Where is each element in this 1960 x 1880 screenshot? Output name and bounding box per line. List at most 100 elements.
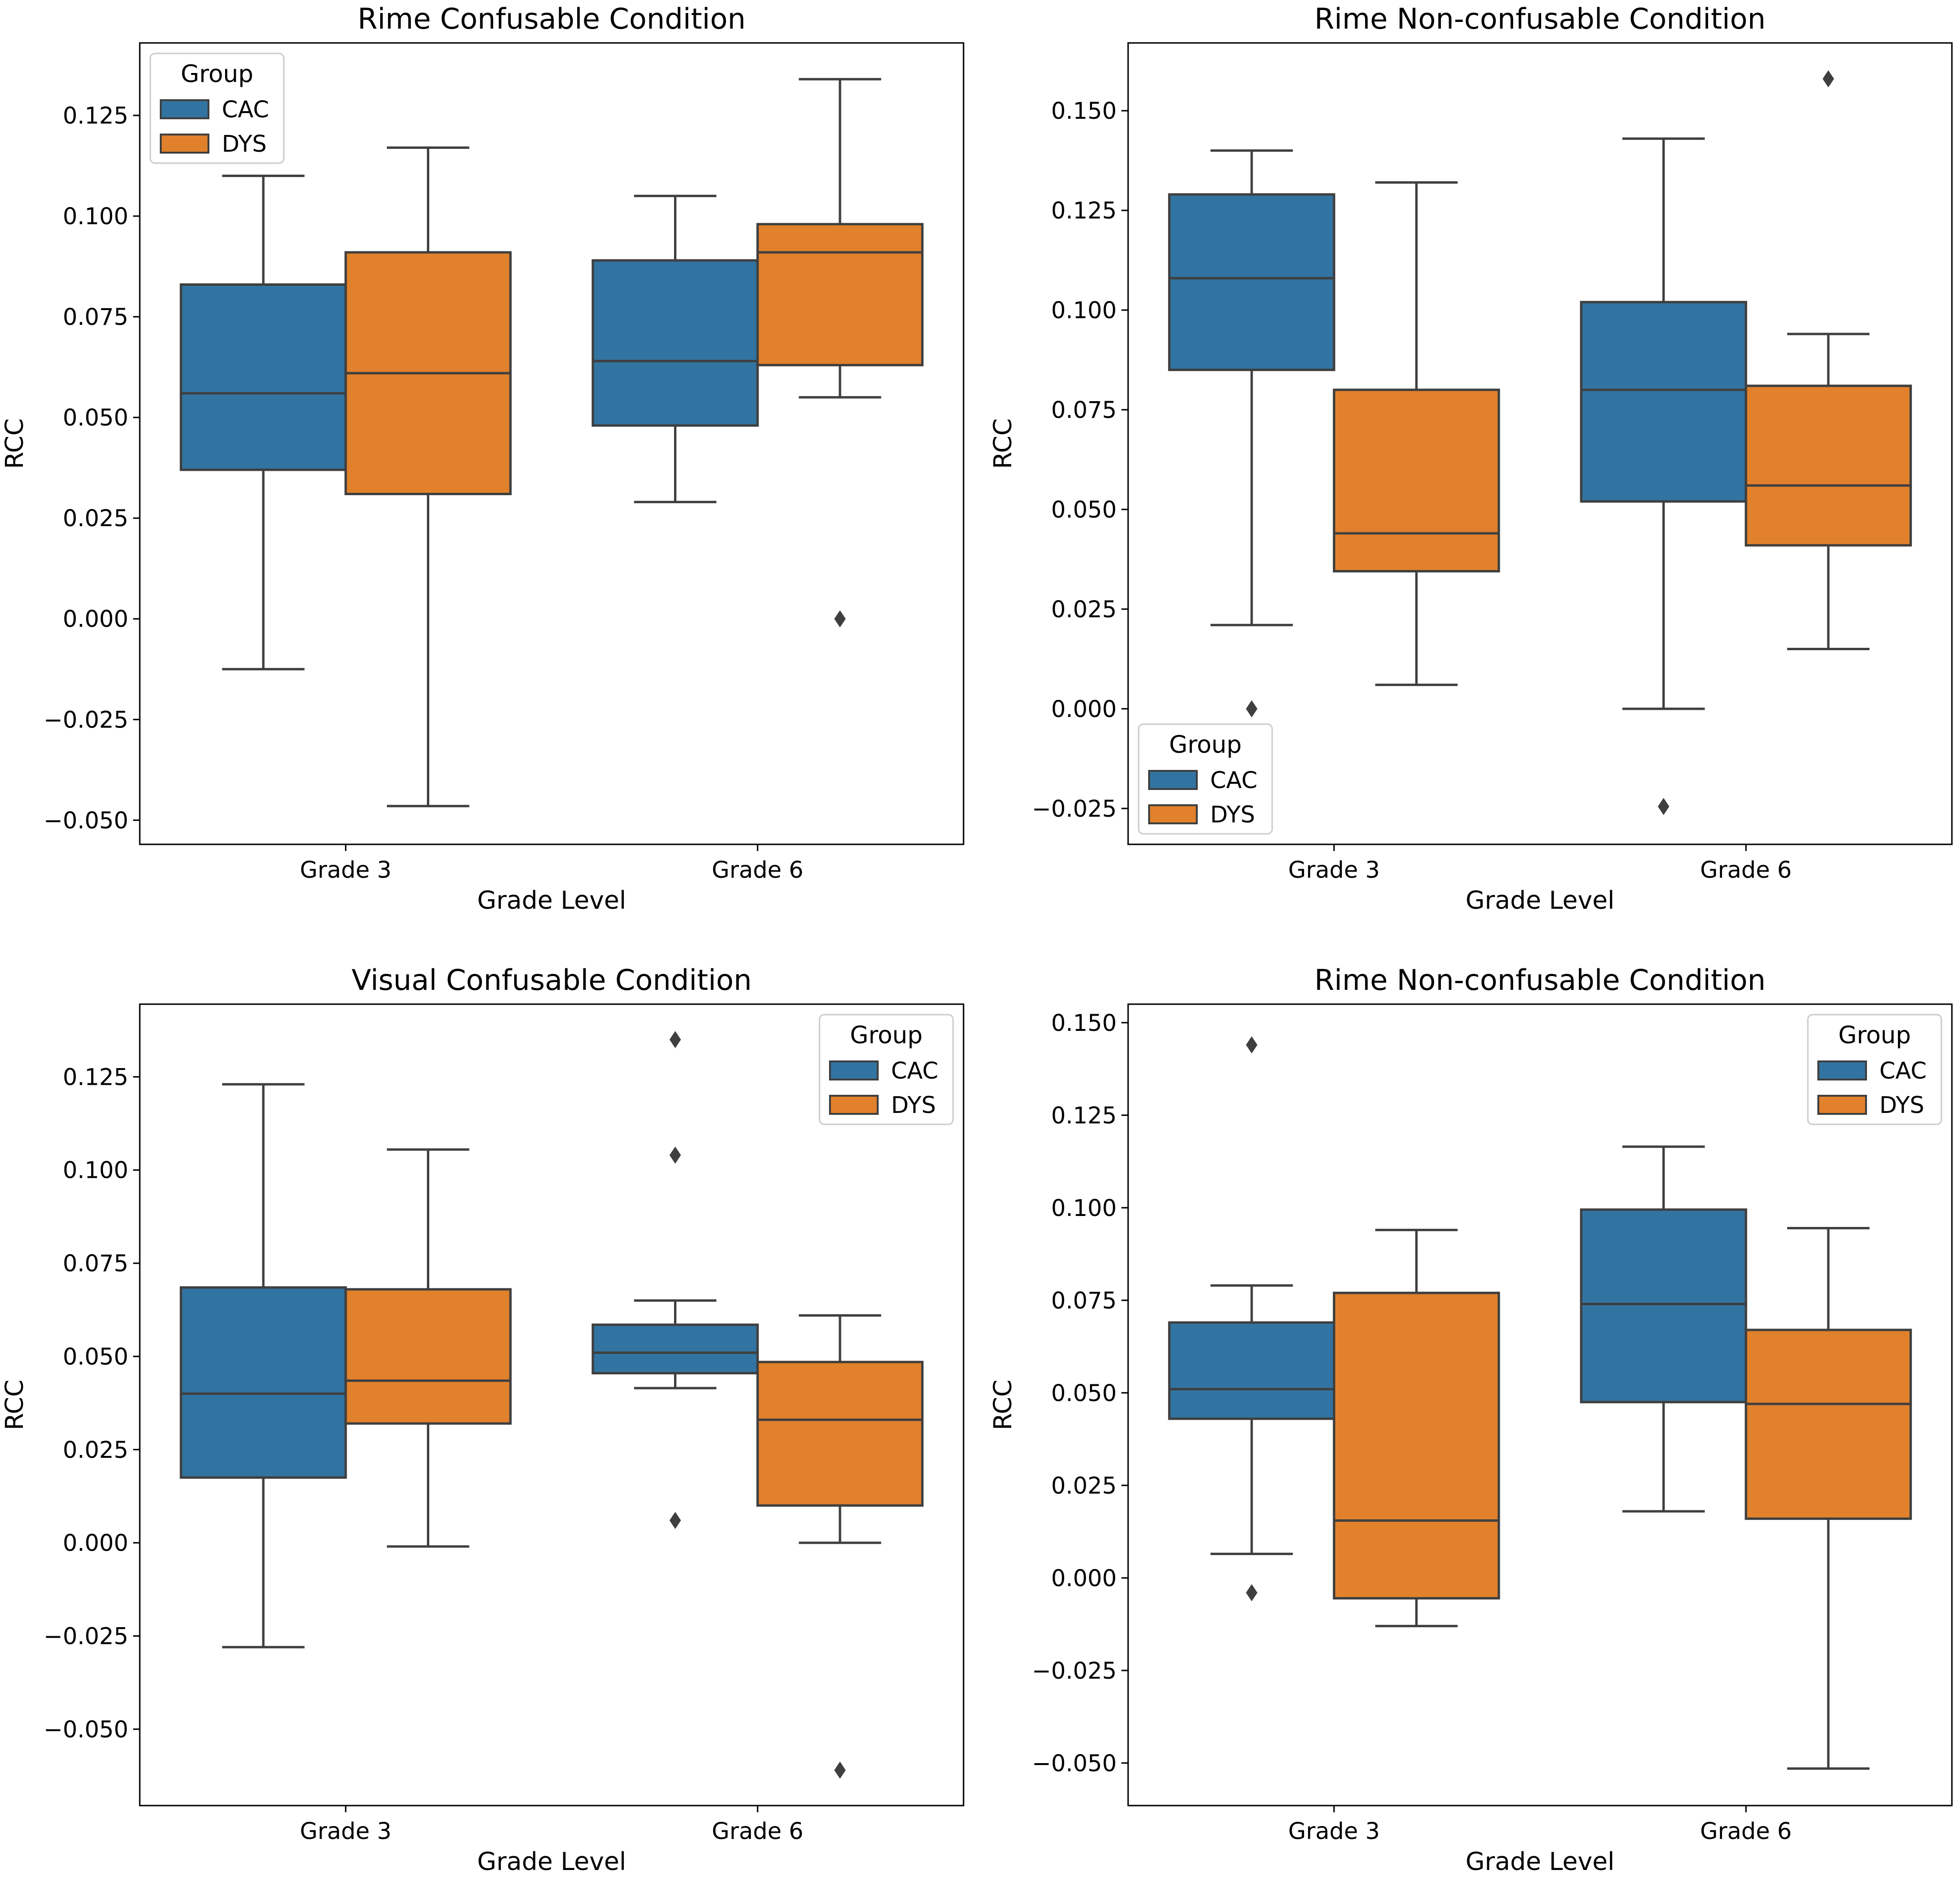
outlier-marker [834, 610, 846, 628]
y-axis-label: RCC [989, 418, 1017, 469]
y-axis-label: RCC [0, 418, 29, 469]
iqr-box [344, 1288, 512, 1425]
legend-label-cac: CAC [891, 1058, 938, 1084]
legend-label-cac: CAC [222, 96, 269, 123]
x-axis-label: Grade Level [477, 1848, 626, 1876]
y-tick-label: 0.050 [1051, 497, 1117, 523]
iqr-box [591, 1323, 759, 1375]
iqr-box [591, 259, 759, 427]
box-dys-2 [1744, 70, 1912, 650]
box-dys-2 [1744, 1226, 1912, 1770]
iqr-box [1333, 388, 1500, 572]
legend: Group CAC DYS [1807, 1014, 1942, 1125]
legend-swatch-cac [1817, 1060, 1867, 1080]
box-dys-2 [756, 1314, 924, 1779]
y-tick-label: 0.000 [63, 1530, 128, 1557]
box-cac-2 [591, 1031, 759, 1529]
outlier-marker [1822, 70, 1834, 88]
x-tick-label: Grade 6 [1700, 1818, 1792, 1845]
y-tick-label: 0.100 [63, 1157, 128, 1184]
y-tick-label: 0.075 [1051, 1288, 1117, 1314]
y-tick-label: 0.125 [63, 103, 128, 129]
y-tick-label: −0.050 [1032, 1750, 1117, 1777]
legend-swatch-dys [160, 134, 209, 154]
iqr-box [1168, 193, 1336, 371]
x-tick-label: Grade 3 [1288, 857, 1380, 883]
y-tick-label: 0.075 [63, 1250, 128, 1277]
y-axis-label: RCC [989, 1380, 1017, 1430]
legend-title: Group [181, 60, 253, 88]
iqr-box [1333, 1291, 1500, 1600]
y-tick-label: 0.000 [63, 606, 128, 633]
box-cac-2 [591, 195, 759, 503]
outlier-marker [834, 1761, 846, 1779]
chart-title: Visual Confusable Condition [352, 964, 752, 997]
box-dys-2 [756, 78, 924, 628]
y-tick-label: 0.075 [1051, 397, 1117, 424]
y-tick-label: 0.050 [1051, 1380, 1117, 1407]
iqr-box [1168, 1321, 1336, 1420]
legend-swatch-cac [829, 1060, 879, 1080]
y-tick-label: 0.100 [1051, 297, 1117, 324]
legend-swatch-dys [829, 1095, 879, 1115]
box-dys-1 [1333, 1228, 1500, 1628]
box-cac-2 [1580, 137, 1747, 815]
y-tick-label: −0.025 [43, 1623, 128, 1650]
legend-title: Group [1169, 731, 1242, 758]
legend: Group CAC DYS [1138, 723, 1273, 835]
iqr-box [179, 1286, 347, 1479]
y-tick-label: −0.050 [43, 807, 128, 834]
outlier-marker [669, 1146, 681, 1164]
box-cac-1 [1168, 149, 1336, 717]
box-cac-2 [1580, 1145, 1747, 1513]
x-tick-label: Grade 3 [300, 857, 392, 883]
y-tick-label: −0.050 [43, 1716, 128, 1743]
iqr-box [1580, 301, 1747, 503]
x-tick-label: Grade 3 [300, 1818, 392, 1845]
plot-frame [139, 1003, 964, 1807]
iqr-box [756, 1361, 924, 1507]
chart-title: Rime Confusable Condition [358, 2, 746, 36]
x-axis-label: Grade Level [1465, 1848, 1614, 1876]
outlier-marker [669, 1512, 681, 1529]
iqr-box [1744, 1329, 1912, 1520]
x-axis-label: Grade Level [1465, 886, 1614, 915]
legend-swatch-cac [160, 99, 209, 119]
y-tick-label: −0.025 [1032, 796, 1117, 822]
y-tick-label: 0.150 [1051, 98, 1117, 125]
legend-label-cac: CAC [1210, 767, 1257, 794]
chart-panel-2: −0.025 0.000 0.025 0.050 0.075 0.100 0.125 0.15… [989, 2, 1953, 915]
legend-title: Group [1838, 1021, 1911, 1049]
outlier-marker [1246, 1036, 1258, 1054]
legend-swatch-dys [1817, 1095, 1867, 1115]
y-tick-label: 0.050 [63, 405, 128, 431]
legend-label-dys: DYS [1879, 1092, 1924, 1119]
outlier-marker [669, 1031, 681, 1049]
y-tick-label: −0.025 [43, 706, 128, 733]
y-tick-label: 0.000 [1051, 696, 1117, 723]
y-tick-label: 0.150 [1051, 1010, 1117, 1037]
box-dys-1 [344, 1148, 512, 1548]
y-tick-label: 0.100 [1051, 1195, 1117, 1222]
y-tick-label: 0.050 [63, 1343, 128, 1370]
outlier-marker [1246, 1584, 1258, 1601]
y-tick-label: 0.000 [1051, 1565, 1117, 1592]
y-tick-label: 0.125 [1051, 197, 1117, 224]
box-cac-1 [179, 1083, 347, 1649]
y-tick-label: 0.075 [63, 304, 128, 331]
y-tick-label: 0.025 [63, 505, 128, 532]
plot-frame [1127, 42, 1953, 845]
legend: Group CAC DYS [149, 52, 285, 164]
legend-title: Group [850, 1021, 923, 1049]
outlier-marker [1246, 700, 1258, 717]
iqr-box [1744, 384, 1912, 547]
legend-swatch-cac [1148, 770, 1198, 790]
y-tick-label: 0.125 [1051, 1102, 1117, 1129]
iqr-box [1580, 1208, 1747, 1403]
iqr-box [756, 223, 924, 366]
y-tick-label: 0.025 [63, 1437, 128, 1464]
y-tick-label: 0.025 [1051, 1473, 1117, 1499]
box-dys-1 [344, 146, 512, 808]
y-tick-label: 0.025 [1051, 596, 1117, 623]
legend-label-dys: DYS [222, 131, 267, 157]
